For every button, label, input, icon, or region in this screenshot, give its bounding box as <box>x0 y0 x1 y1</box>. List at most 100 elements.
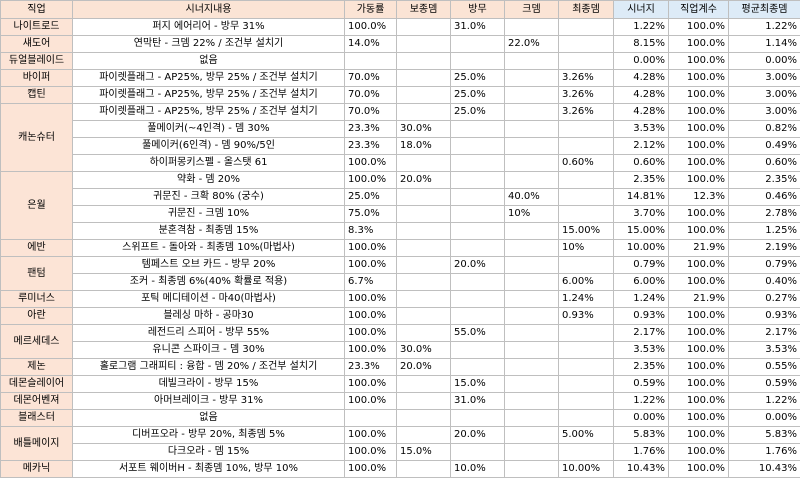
avg-final-dmg-cell[interactable]: 2.19% <box>728 239 800 257</box>
boss-dmg-cell[interactable] <box>396 426 451 444</box>
synergy-cell[interactable]: 14.81% <box>613 188 669 206</box>
boss-dmg-cell[interactable] <box>396 273 451 291</box>
avg-final-dmg-cell[interactable]: 2.78% <box>728 205 800 223</box>
header-cell[interactable]: 평균최종뎀 <box>728 0 800 19</box>
synergy-cell[interactable]: 1.22% <box>613 18 669 36</box>
synergy-cell[interactable]: 6.00% <box>613 273 669 291</box>
crit-dmg-cell[interactable] <box>504 256 559 274</box>
crit-dmg-cell[interactable] <box>504 52 559 70</box>
job-cell[interactable]: 은월 <box>0 171 73 240</box>
job-coef-cell[interactable]: 21.9% <box>668 290 729 308</box>
final-dmg-cell[interactable]: 10.00% <box>558 460 614 478</box>
synergy-cell[interactable]: 0.59% <box>613 375 669 393</box>
header-cell[interactable]: 보종뎀 <box>396 0 451 19</box>
crit-dmg-cell[interactable] <box>504 341 559 359</box>
synergy-desc-cell[interactable]: 하이퍼몽키스펠 - 올스탯 61 <box>72 154 345 172</box>
avg-final-dmg-cell[interactable]: 0.00% <box>728 52 800 70</box>
avg-final-dmg-cell[interactable]: 3.00% <box>728 86 800 104</box>
ignore-def-cell[interactable]: 25.0% <box>450 103 505 121</box>
avg-final-dmg-cell[interactable]: 0.49% <box>728 137 800 155</box>
final-dmg-cell[interactable] <box>558 205 614 223</box>
synergy-cell[interactable]: 4.28% <box>613 69 669 87</box>
ignore-def-cell[interactable] <box>450 239 505 257</box>
ignore-def-cell[interactable] <box>450 290 505 308</box>
boss-dmg-cell[interactable] <box>396 103 451 121</box>
avg-final-dmg-cell[interactable]: 3.00% <box>728 69 800 87</box>
synergy-desc-cell[interactable]: 블레싱 마하 - 공마30 <box>72 307 345 325</box>
uptime-cell[interactable]: 100.0% <box>344 307 397 325</box>
synergy-cell[interactable]: 3.53% <box>613 120 669 138</box>
boss-dmg-cell[interactable]: 30.0% <box>396 120 451 138</box>
boss-dmg-cell[interactable] <box>396 324 451 342</box>
job-coef-cell[interactable]: 100.0% <box>668 103 729 121</box>
crit-dmg-cell[interactable] <box>504 409 559 427</box>
crit-dmg-cell[interactable] <box>504 375 559 393</box>
final-dmg-cell[interactable] <box>558 375 614 393</box>
ignore-def-cell[interactable] <box>450 222 505 240</box>
ignore-def-cell[interactable] <box>450 273 505 291</box>
avg-final-dmg-cell[interactable]: 1.22% <box>728 392 800 410</box>
boss-dmg-cell[interactable]: 15.0% <box>396 443 451 461</box>
ignore-def-cell[interactable] <box>450 171 505 189</box>
synergy-cell[interactable]: 5.83% <box>613 426 669 444</box>
synergy-desc-cell[interactable]: 템페스트 오브 카드 - 방무 20% <box>72 256 345 274</box>
avg-final-dmg-cell[interactable]: 0.40% <box>728 273 800 291</box>
synergy-cell[interactable]: 2.35% <box>613 171 669 189</box>
final-dmg-cell[interactable] <box>558 443 614 461</box>
synergy-cell[interactable]: 0.93% <box>613 307 669 325</box>
ignore-def-cell[interactable] <box>450 35 505 53</box>
job-coef-cell[interactable]: 100.0% <box>668 307 729 325</box>
crit-dmg-cell[interactable] <box>504 69 559 87</box>
final-dmg-cell[interactable]: 6.00% <box>558 273 614 291</box>
boss-dmg-cell[interactable] <box>396 188 451 206</box>
job-coef-cell[interactable]: 100.0% <box>668 273 729 291</box>
boss-dmg-cell[interactable] <box>396 154 451 172</box>
synergy-cell[interactable]: 8.15% <box>613 35 669 53</box>
boss-dmg-cell[interactable] <box>396 392 451 410</box>
synergy-cell[interactable]: 2.12% <box>613 137 669 155</box>
uptime-cell[interactable]: 100.0% <box>344 443 397 461</box>
avg-final-dmg-cell[interactable]: 3.53% <box>728 341 800 359</box>
uptime-cell[interactable] <box>344 409 397 427</box>
final-dmg-cell[interactable] <box>558 409 614 427</box>
synergy-desc-cell[interactable]: 없음 <box>72 409 345 427</box>
uptime-cell[interactable]: 70.0% <box>344 69 397 87</box>
ignore-def-cell[interactable]: 15.0% <box>450 375 505 393</box>
avg-final-dmg-cell[interactable]: 1.22% <box>728 18 800 36</box>
uptime-cell[interactable]: 100.0% <box>344 171 397 189</box>
final-dmg-cell[interactable]: 5.00% <box>558 426 614 444</box>
ignore-def-cell[interactable]: 25.0% <box>450 86 505 104</box>
synergy-desc-cell[interactable]: 없음 <box>72 52 345 70</box>
job-cell[interactable]: 데몬슬레이어 <box>0 375 73 393</box>
uptime-cell[interactable]: 100.0% <box>344 341 397 359</box>
synergy-desc-cell[interactable]: 분혼격참 - 최종뎀 15% <box>72 222 345 240</box>
synergy-desc-cell[interactable]: 파이렛플래그 - AP25%, 방무 25% / 조건부 설치기 <box>72 103 345 121</box>
avg-final-dmg-cell[interactable]: 1.25% <box>728 222 800 240</box>
job-coef-cell[interactable]: 21.9% <box>668 239 729 257</box>
uptime-cell[interactable]: 100.0% <box>344 460 397 478</box>
uptime-cell[interactable]: 100.0% <box>344 375 397 393</box>
job-coef-cell[interactable]: 100.0% <box>668 120 729 138</box>
uptime-cell[interactable]: 23.3% <box>344 120 397 138</box>
final-dmg-cell[interactable] <box>558 188 614 206</box>
crit-dmg-cell[interactable] <box>504 324 559 342</box>
ignore-def-cell[interactable] <box>450 307 505 325</box>
synergy-desc-cell[interactable]: 포틱 메디테이션 - 마40(마법사) <box>72 290 345 308</box>
avg-final-dmg-cell[interactable]: 1.14% <box>728 35 800 53</box>
synergy-desc-cell[interactable]: 풀메이커(6인격) - 뎀 90%/5인 <box>72 137 345 155</box>
synergy-desc-cell[interactable]: 풀메이커(~4인격) - 뎀 30% <box>72 120 345 138</box>
synergy-cell[interactable]: 15.00% <box>613 222 669 240</box>
job-coef-cell[interactable]: 100.0% <box>668 35 729 53</box>
synergy-cell[interactable]: 3.70% <box>613 205 669 223</box>
final-dmg-cell[interactable] <box>558 52 614 70</box>
job-coef-cell[interactable]: 12.3% <box>668 188 729 206</box>
final-dmg-cell[interactable] <box>558 256 614 274</box>
job-cell[interactable]: 루미너스 <box>0 290 73 308</box>
synergy-desc-cell[interactable]: 디버프오라 - 방무 20%, 최종뎀 5% <box>72 426 345 444</box>
crit-dmg-cell[interactable] <box>504 392 559 410</box>
synergy-cell[interactable]: 3.53% <box>613 341 669 359</box>
final-dmg-cell[interactable] <box>558 120 614 138</box>
avg-final-dmg-cell[interactable]: 3.00% <box>728 103 800 121</box>
job-cell[interactable]: 데몬어벤져 <box>0 392 73 410</box>
boss-dmg-cell[interactable] <box>396 86 451 104</box>
